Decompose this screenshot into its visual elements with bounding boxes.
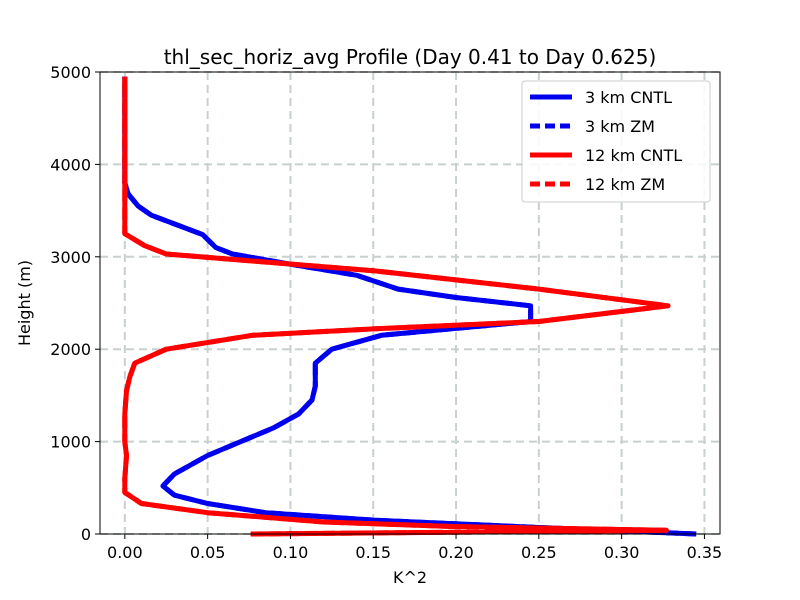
legend: 3 km CNTL 3 km ZM 12 km CNTL 12 km ZM [521,80,711,203]
series-line-2 [122,76,697,537]
series-lines [122,76,697,537]
x-tick-label: 0.30 [604,543,640,562]
x-tick-label: 0.00 [107,543,143,562]
y-tick-label: 5000 [50,63,91,82]
y-tick-label: 2000 [50,340,91,359]
y-tick-label: 3000 [50,248,91,267]
chart-title: thl_sec_horiz_avg Profile (Day 0.41 to D… [164,45,657,69]
x-tick-label: 0.15 [355,543,391,562]
y-tick-label: 0 [81,525,91,544]
y-tick-label: 4000 [50,155,91,174]
legend-label: 3 km CNTL [585,88,672,107]
legend-label: 3 km ZM [585,117,655,136]
x-tick-label: 0.25 [521,543,557,562]
y-axis-label: Height (m) [15,260,34,346]
legend-label: 12 km CNTL [585,146,682,165]
x-tick-label: 0.05 [190,543,226,562]
series-line-4 [122,76,671,537]
x-axis-label: K^2 [393,568,427,587]
x-tick-label: 0.10 [273,543,309,562]
x-tick-label: 0.20 [438,543,474,562]
legend-box [521,80,711,203]
y-tick-label: 1000 [50,433,91,452]
x-tick-label: 0.35 [687,543,723,562]
legend-label: 12 km ZM [585,175,665,194]
plot-area-frame [99,71,721,535]
axis-ticks: 0.00 0.05 0.10 0.15 0.20 0.25 0.30 0.35 0 1000 200… [50,63,722,562]
